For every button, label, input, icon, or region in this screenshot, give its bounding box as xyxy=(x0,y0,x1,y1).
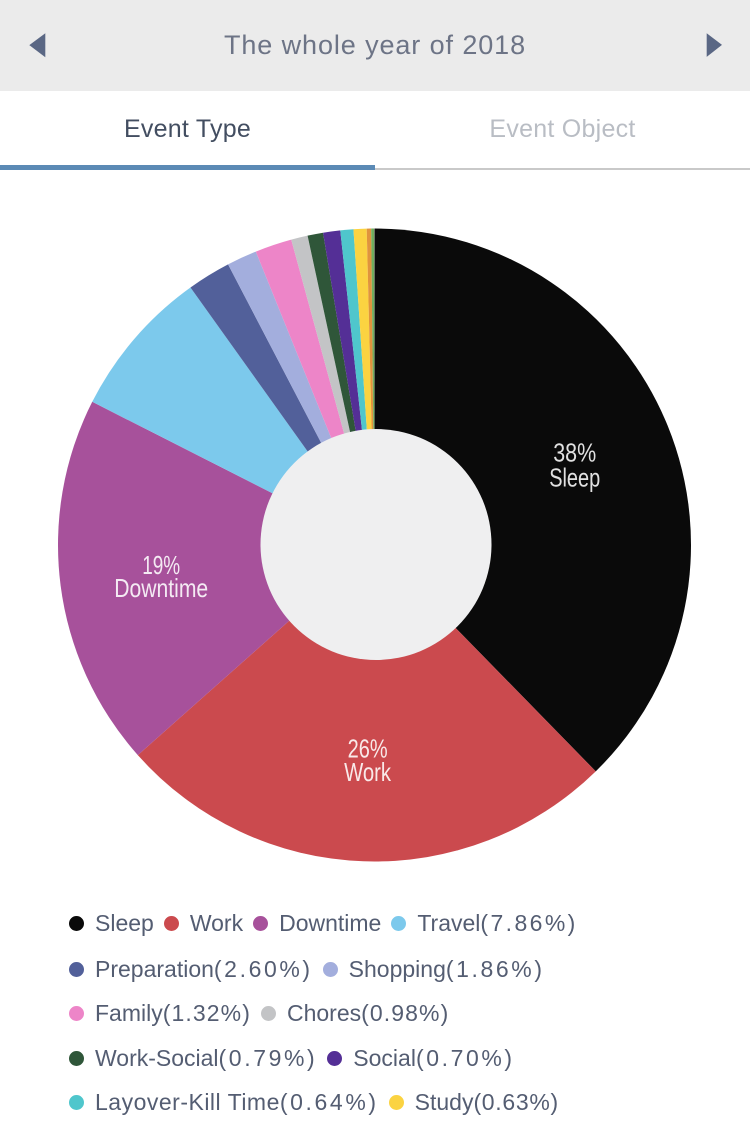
svg-text:Downtime: Downtime xyxy=(114,573,208,603)
svg-text:38%: 38% xyxy=(553,437,596,467)
svg-text:26%: 26% xyxy=(348,734,388,764)
svg-text:Sleep: Sleep xyxy=(549,463,600,493)
svg-text:19%: 19% xyxy=(142,550,180,580)
svg-text:Work: Work xyxy=(344,757,392,787)
